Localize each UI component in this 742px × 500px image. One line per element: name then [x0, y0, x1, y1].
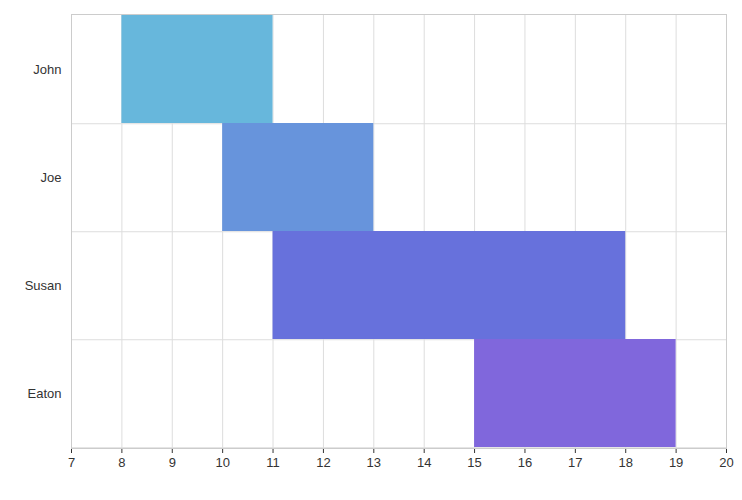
svg-text:John: John — [33, 62, 61, 77]
svg-text:14: 14 — [417, 455, 431, 470]
svg-text:7: 7 — [68, 455, 75, 470]
svg-text:16: 16 — [518, 455, 532, 470]
svg-text:15: 15 — [467, 455, 481, 470]
svg-text:Eaton: Eaton — [28, 386, 62, 401]
svg-text:13: 13 — [367, 455, 381, 470]
svg-text:Susan: Susan — [25, 278, 62, 293]
svg-text:20: 20 — [719, 455, 733, 470]
svg-text:10: 10 — [215, 455, 229, 470]
svg-text:11: 11 — [266, 455, 280, 470]
svg-text:9: 9 — [169, 455, 176, 470]
svg-text:17: 17 — [568, 455, 582, 470]
svg-text:8: 8 — [118, 455, 125, 470]
svg-text:Joe: Joe — [41, 170, 62, 185]
svg-text:12: 12 — [316, 455, 330, 470]
svg-text:19: 19 — [669, 455, 683, 470]
svg-text:18: 18 — [618, 455, 632, 470]
